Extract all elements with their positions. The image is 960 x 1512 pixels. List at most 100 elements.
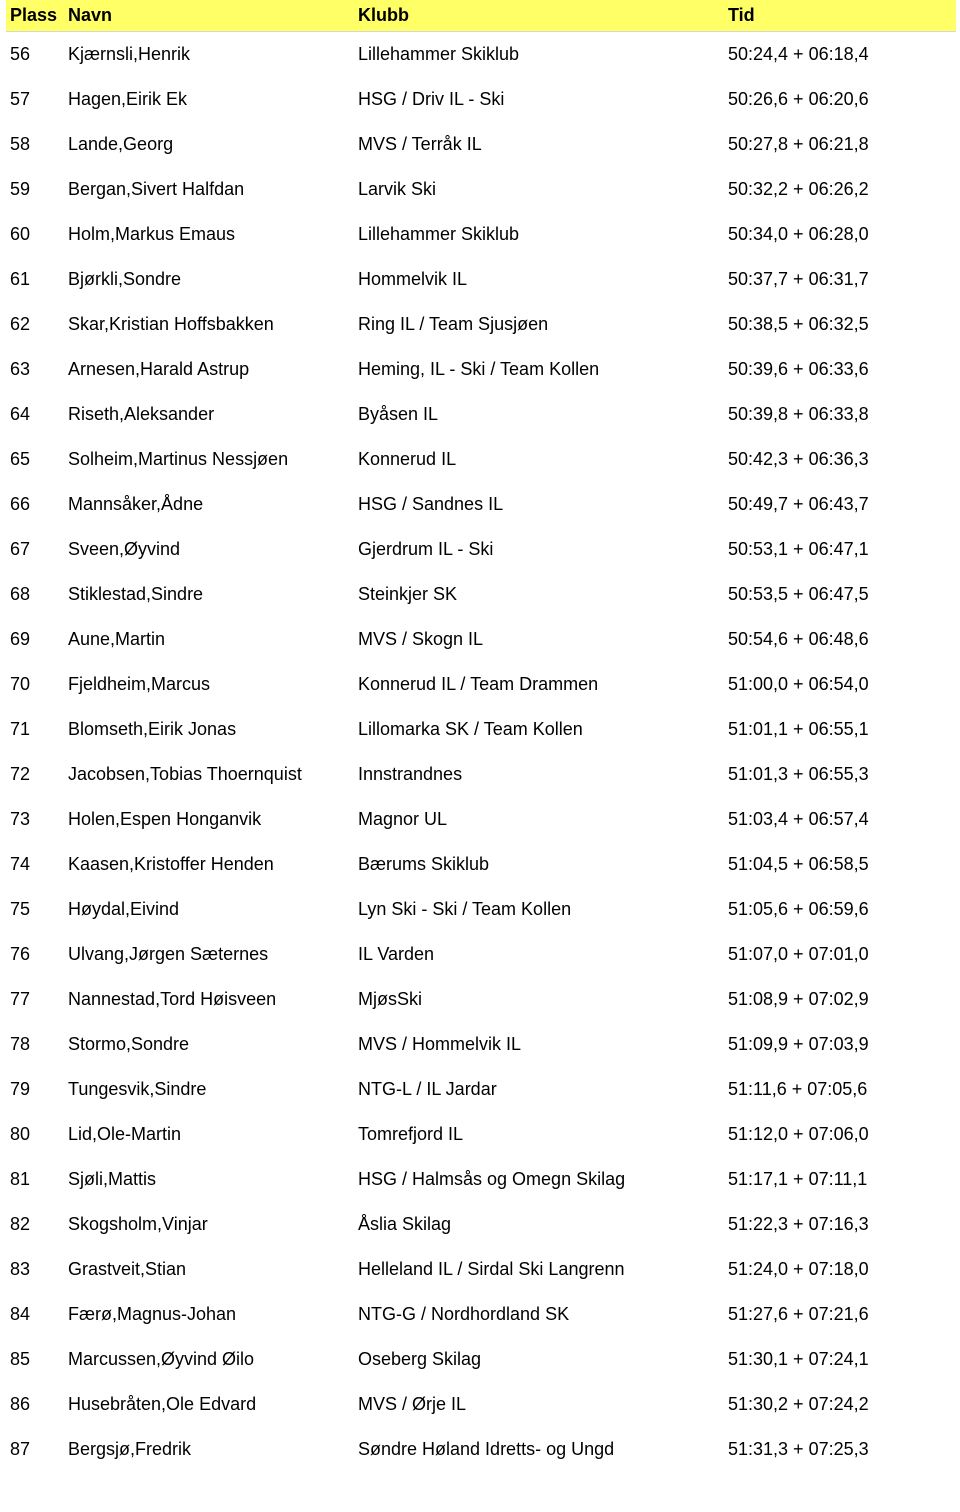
table-row: 72Jacobsen,Tobias ThoernquistInnstrandne… (6, 752, 956, 797)
table-row: 81Sjøli,MattisHSG / Halmsås og Omegn Ski… (6, 1157, 956, 1202)
table-row: 62Skar,Kristian HoffsbakkenRing IL / Tea… (6, 302, 956, 347)
table-row: 63Arnesen,Harald AstrupHeming, IL - Ski … (6, 347, 956, 392)
cell-navn: Lande,Georg (64, 122, 354, 167)
cell-klubb: Byåsen IL (354, 392, 724, 437)
cell-klubb: Konnerud IL / Team Drammen (354, 662, 724, 707)
cell-plass: 62 (6, 302, 64, 347)
cell-navn: Husebråten,Ole Edvard (64, 1382, 354, 1427)
col-header-plass: Plass (6, 0, 64, 32)
results-table: Plass Navn Klubb Tid 56Kjærnsli,HenrikLi… (6, 0, 956, 1472)
cell-klubb: Gjerdrum IL - Ski (354, 527, 724, 572)
cell-tid: 50:39,6 + 06:33,6 (724, 347, 956, 392)
cell-tid: 51:30,2 + 07:24,2 (724, 1382, 956, 1427)
col-header-navn: Navn (64, 0, 354, 32)
cell-plass: 57 (6, 77, 64, 122)
cell-klubb: Larvik Ski (354, 167, 724, 212)
cell-plass: 85 (6, 1337, 64, 1382)
cell-navn: Marcussen,Øyvind Øilo (64, 1337, 354, 1382)
cell-navn: Skar,Kristian Hoffsbakken (64, 302, 354, 347)
cell-plass: 74 (6, 842, 64, 887)
table-row: 68Stiklestad,SindreSteinkjer SK50:53,5 +… (6, 572, 956, 617)
cell-tid: 51:22,3 + 07:16,3 (724, 1202, 956, 1247)
table-row: 59Bergan,Sivert HalfdanLarvik Ski50:32,2… (6, 167, 956, 212)
cell-tid: 51:01,3 + 06:55,3 (724, 752, 956, 797)
cell-plass: 58 (6, 122, 64, 167)
table-row: 78Stormo,SondreMVS / Hommelvik IL51:09,9… (6, 1022, 956, 1067)
cell-klubb: Åslia Skilag (354, 1202, 724, 1247)
cell-tid: 51:03,4 + 06:57,4 (724, 797, 956, 842)
cell-navn: Riseth,Aleksander (64, 392, 354, 437)
cell-tid: 51:00,0 + 06:54,0 (724, 662, 956, 707)
cell-tid: 51:11,6 + 07:05,6 (724, 1067, 956, 1112)
cell-plass: 71 (6, 707, 64, 752)
col-header-klubb: Klubb (354, 0, 724, 32)
cell-plass: 83 (6, 1247, 64, 1292)
cell-klubb: Helleland IL / Sirdal Ski Langrenn (354, 1247, 724, 1292)
cell-plass: 70 (6, 662, 64, 707)
cell-tid: 50:53,1 + 06:47,1 (724, 527, 956, 572)
cell-plass: 63 (6, 347, 64, 392)
cell-plass: 56 (6, 32, 64, 78)
cell-navn: Bergsjø,Fredrik (64, 1427, 354, 1472)
table-row: 74Kaasen,Kristoffer HendenBærums Skiklub… (6, 842, 956, 887)
col-header-tid: Tid (724, 0, 956, 32)
cell-plass: 72 (6, 752, 64, 797)
cell-klubb: HSG / Sandnes IL (354, 482, 724, 527)
cell-tid: 51:01,1 + 06:55,1 (724, 707, 956, 752)
cell-navn: Holen,Espen Honganvik (64, 797, 354, 842)
cell-navn: Hagen,Eirik Ek (64, 77, 354, 122)
cell-tid: 50:24,4 + 06:18,4 (724, 32, 956, 78)
cell-navn: Bjørkli,Sondre (64, 257, 354, 302)
table-body: 56Kjærnsli,HenrikLillehammer Skiklub50:2… (6, 32, 956, 1473)
cell-tid: 51:09,9 + 07:03,9 (724, 1022, 956, 1067)
cell-navn: Mannsåker,Ådne (64, 482, 354, 527)
cell-klubb: NTG-G / Nordhordland SK (354, 1292, 724, 1337)
cell-navn: Kjærnsli,Henrik (64, 32, 354, 78)
table-row: 66Mannsåker,ÅdneHSG / Sandnes IL50:49,7 … (6, 482, 956, 527)
cell-klubb: MVS / Ørje IL (354, 1382, 724, 1427)
table-row: 83Grastveit,StianHelleland IL / Sirdal S… (6, 1247, 956, 1292)
cell-tid: 50:53,5 + 06:47,5 (724, 572, 956, 617)
table-row: 56Kjærnsli,HenrikLillehammer Skiklub50:2… (6, 32, 956, 78)
table-row: 80Lid,Ole-MartinTomrefjord IL51:12,0 + 0… (6, 1112, 956, 1157)
cell-plass: 79 (6, 1067, 64, 1112)
cell-navn: Sjøli,Mattis (64, 1157, 354, 1202)
cell-plass: 60 (6, 212, 64, 257)
cell-klubb: Bærums Skiklub (354, 842, 724, 887)
cell-klubb: Ring IL / Team Sjusjøen (354, 302, 724, 347)
cell-klubb: HSG / Halmsås og Omegn Skilag (354, 1157, 724, 1202)
cell-klubb: Lillehammer Skiklub (354, 212, 724, 257)
cell-tid: 51:17,1 + 07:11,1 (724, 1157, 956, 1202)
cell-klubb: MVS / Hommelvik IL (354, 1022, 724, 1067)
table-row: 87Bergsjø,FredrikSøndre Høland Idretts- … (6, 1427, 956, 1472)
cell-tid: 50:37,7 + 06:31,7 (724, 257, 956, 302)
cell-tid: 50:34,0 + 06:28,0 (724, 212, 956, 257)
cell-klubb: MVS / Terråk IL (354, 122, 724, 167)
table-row: 75Høydal,EivindLyn Ski - Ski / Team Koll… (6, 887, 956, 932)
table-row: 60Holm,Markus EmausLillehammer Skiklub50… (6, 212, 956, 257)
cell-navn: Arnesen,Harald Astrup (64, 347, 354, 392)
cell-plass: 81 (6, 1157, 64, 1202)
cell-navn: Grastveit,Stian (64, 1247, 354, 1292)
cell-navn: Tungesvik,Sindre (64, 1067, 354, 1112)
cell-navn: Færø,Magnus-Johan (64, 1292, 354, 1337)
results-page: Plass Navn Klubb Tid 56Kjærnsli,HenrikLi… (0, 0, 960, 1512)
cell-navn: Høydal,Eivind (64, 887, 354, 932)
cell-tid: 51:31,3 + 07:25,3 (724, 1427, 956, 1472)
cell-plass: 87 (6, 1427, 64, 1472)
cell-klubb: NTG-L / IL Jardar (354, 1067, 724, 1112)
table-row: 61Bjørkli,SondreHommelvik IL50:37,7 + 06… (6, 257, 956, 302)
table-row: 76Ulvang,Jørgen SæternesIL Varden51:07,0… (6, 932, 956, 977)
cell-tid: 51:08,9 + 07:02,9 (724, 977, 956, 1022)
cell-klubb: Oseberg Skilag (354, 1337, 724, 1382)
cell-navn: Stiklestad,Sindre (64, 572, 354, 617)
cell-klubb: Lillehammer Skiklub (354, 32, 724, 78)
table-header: Plass Navn Klubb Tid (6, 0, 956, 32)
cell-navn: Fjeldheim,Marcus (64, 662, 354, 707)
cell-klubb: Lyn Ski - Ski / Team Kollen (354, 887, 724, 932)
table-row: 65Solheim,Martinus NessjøenKonnerud IL50… (6, 437, 956, 482)
cell-navn: Blomseth,Eirik Jonas (64, 707, 354, 752)
table-row: 86Husebråten,Ole EdvardMVS / Ørje IL51:3… (6, 1382, 956, 1427)
table-row: 73Holen,Espen HonganvikMagnor UL51:03,4 … (6, 797, 956, 842)
cell-tid: 50:26,6 + 06:20,6 (724, 77, 956, 122)
